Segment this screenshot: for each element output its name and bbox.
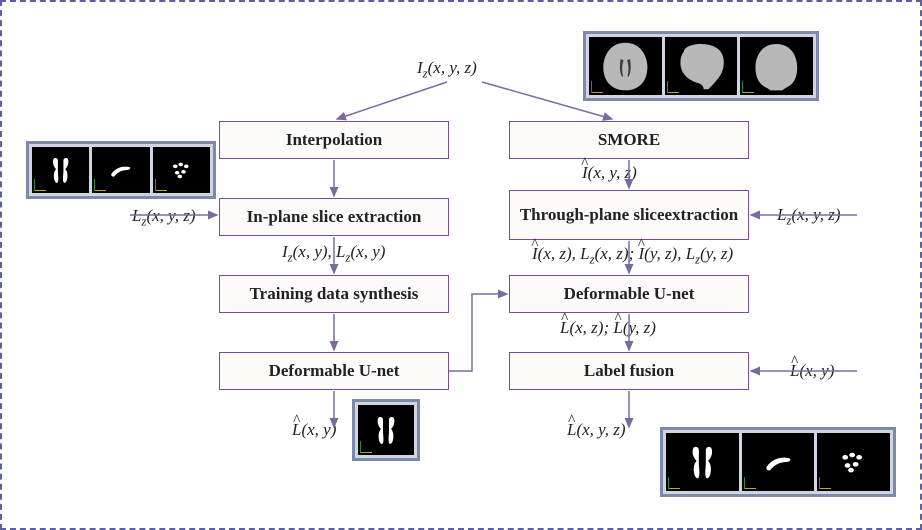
image-tile (665, 37, 738, 95)
node-interp: Interpolation (219, 121, 449, 159)
image-panel-seg3_left (26, 141, 216, 199)
math-label-Lz_right: Lz(x, y, z) (777, 205, 841, 228)
node-smore: SMORE (509, 121, 749, 159)
math-label-Iz_top: Iz(x, y, z) (417, 58, 477, 81)
arrow (449, 294, 507, 371)
node-unet2: Deformable U-net (509, 275, 749, 313)
math-label-Lhatxyz: L(x, y, z) (567, 420, 626, 440)
node-synth: Training data synthesis (219, 275, 449, 313)
arrow (337, 82, 447, 119)
math-label-Ihat_mid: I(x, y, z) (582, 163, 637, 183)
node-label: Training data synthesis (250, 284, 419, 304)
math-label-Lhatxz: L(x, z); L(y, z) (560, 318, 656, 338)
image-tile (589, 37, 662, 95)
image-panel-seg1_mid (352, 399, 420, 461)
node-inplane: In-plane slice extraction (219, 198, 449, 236)
image-tile (32, 147, 89, 193)
image-tile (740, 37, 813, 95)
math-label-Lhatxy: L(x, y) (292, 420, 336, 440)
math-label-IhatLz: I(x, z), Lz(x, z); I(y, z), Lz(y, z) (532, 244, 733, 267)
node-through: Through-plane sliceextraction (509, 190, 749, 240)
node-unet1: Deformable U-net (219, 352, 449, 390)
math-label-Lhatxy_r: L(x, y) (790, 361, 834, 381)
image-tile (92, 147, 149, 193)
node-fusion: Label fusion (509, 352, 749, 390)
image-tile (153, 147, 210, 193)
image-panel-brain3 (583, 31, 819, 101)
node-label: Interpolation (286, 130, 382, 150)
math-label-Lz_left: Lz(x, y, z) (132, 206, 196, 229)
node-label: SMORE (598, 130, 660, 150)
image-tile (817, 433, 890, 491)
node-label: Through-plane slice (520, 205, 665, 225)
diagram-canvas: Interpolation In-plane slice extraction Tr… (0, 0, 922, 530)
image-tile (666, 433, 739, 491)
node-label: In-plane slice extraction (247, 207, 422, 227)
image-panel-seg3_right (660, 427, 896, 497)
image-tile (742, 433, 815, 491)
math-label-IzLz: Iz(x, y), Lz(x, y) (282, 242, 385, 265)
node-label: Deformable U-net (269, 361, 400, 381)
image-tile (358, 405, 414, 455)
node-label: Deformable U-net (564, 284, 695, 304)
node-label: extraction (665, 205, 739, 225)
node-label: Label fusion (584, 361, 674, 381)
